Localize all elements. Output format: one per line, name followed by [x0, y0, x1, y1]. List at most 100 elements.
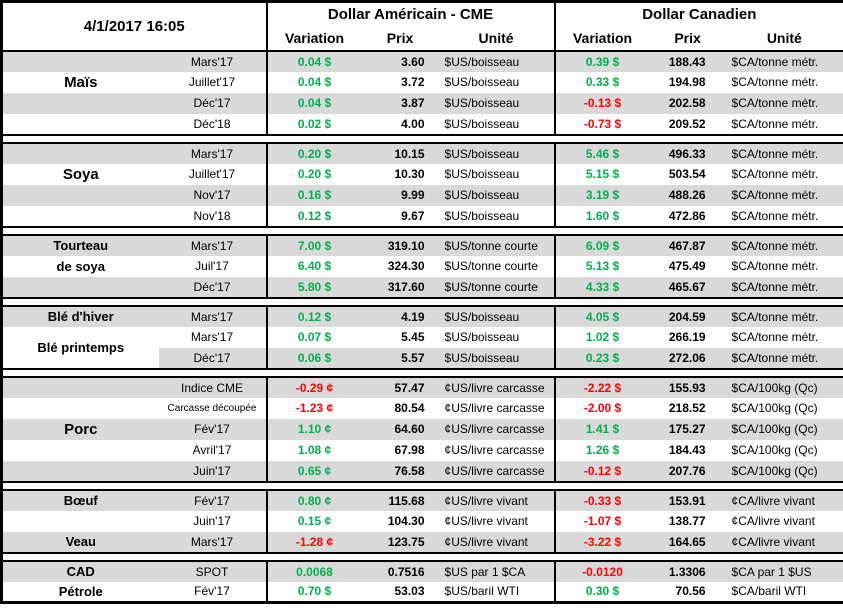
- us-variation-cell: 0.12 $: [297, 208, 332, 223]
- contract-cell: Avril'17: [158, 439, 268, 461]
- ca-price-cell: 175.27: [668, 422, 706, 436]
- us-variation-cell: 1.10 ¢: [297, 422, 332, 436]
- commodity-label: Soya: [62, 165, 99, 183]
- ca-unit-cell: $CA/tonne métr.: [731, 350, 819, 365]
- us-unit-cell: ¢US/livre vivant: [438, 510, 556, 532]
- ca-variation-cell: 6.09 $: [585, 238, 620, 253]
- ca-unit-cell: $CA/tonne métr.: [731, 279, 819, 294]
- ca-price-cell: 503.54: [668, 167, 706, 181]
- ca-unit-cell: ¢CA/livre vivant: [731, 493, 815, 508]
- ca-unit-cell: $CA/tonne métr.: [731, 96, 819, 110]
- table-row: Avril'17 1.08 ¢ 67.98 ¢US/livre carcasse 1.2…: [2, 439, 843, 461]
- ca-unit-cell: $CA/tonne métr.: [731, 238, 819, 253]
- us-variation-cell: 0.04 $: [297, 54, 332, 69]
- ca-price-cell: 488.26: [668, 188, 706, 202]
- table-row: CAD SPOT 0.0068 0.7516 $US par 1 $CA -0.0120 1…: [1, 560, 843, 582]
- us-price-cell: 123.75: [387, 534, 425, 549]
- ca-price-cell: 70.56: [675, 584, 706, 599]
- commodity-label: [2, 93, 159, 114]
- contract-cell: Mars'17: [158, 531, 268, 553]
- contract-cell: Nov'17: [158, 184, 268, 206]
- us-variation-cell: 0.15 ¢: [297, 514, 332, 528]
- us-unit-cell: $US/boisseau: [438, 305, 556, 327]
- us-unit-cell: $US/tonne courte: [438, 276, 556, 298]
- us-unit-cell: $US/boisseau: [438, 113, 556, 135]
- commodity-label: Blé d'hiver: [47, 309, 114, 324]
- table-row: Pétrole Fév'17 0.70 $ 53.03 $US/baril WTI 0.3…: [2, 581, 843, 603]
- us-price-cell: 9.67: [401, 208, 425, 223]
- ca-prix-header: Prix: [649, 26, 726, 52]
- section-separator: [1, 480, 843, 491]
- us-variation-cell: -0.29 ¢: [295, 380, 334, 395]
- ca-variation-cell: 1.60 $: [585, 208, 620, 223]
- ca-unit-cell: $CA/tonne métr.: [731, 146, 819, 161]
- ca-unit-cell: $CA/tonne métr.: [731, 167, 819, 181]
- ca-unit-cell: $CA/tonne métr.: [731, 259, 819, 273]
- ca-price-cell: 472.86: [668, 208, 706, 223]
- table-row: Maïs Juillet'17 0.04 $ 3.72 $US/boisseau 0.33…: [2, 71, 843, 93]
- ca-price-cell: 465.67: [668, 279, 706, 294]
- us-price-cell: 76.58: [394, 463, 425, 478]
- us-unit-cell: ¢US/livre vivant: [438, 531, 556, 553]
- us-price-cell: 10.30: [394, 167, 425, 181]
- ca-price-cell: 204.59: [668, 309, 706, 324]
- us-unit-cell: $US par 1 $CA: [438, 560, 556, 582]
- us-prix-header: Prix: [361, 26, 439, 52]
- ca-variation-cell: -1.07 $: [583, 514, 622, 528]
- table-row: Nov'18 0.12 $ 9.67 $US/boisseau 1.60 $ 472.86…: [2, 205, 843, 227]
- us-price-cell: 67.98: [394, 443, 425, 457]
- ca-unit-cell: $CA par 1 $US: [731, 564, 812, 579]
- commodity-label: Maïs: [64, 73, 98, 91]
- us-unit-cell: $US/boisseau: [438, 163, 556, 185]
- ca-price-cell: 1.3306: [668, 564, 706, 579]
- ca-price-cell: 155.93: [668, 380, 706, 395]
- ca-unit-cell: $CA/tonne métr.: [731, 188, 819, 202]
- us-dollar-group-header: Dollar Américain - CME: [266, 1, 556, 27]
- ca-price-cell: 153.91: [668, 493, 706, 508]
- contract-cell: Carcasse découpée: [158, 397, 268, 419]
- us-price-cell: 9.99: [401, 188, 425, 202]
- commodity-label: Bœuf: [63, 493, 98, 508]
- ca-variation-cell: 0.39 $: [585, 54, 620, 69]
- ca-unit-cell: $CA/tonne métr.: [731, 309, 819, 324]
- ca-variation-cell: -2.22 $: [583, 380, 622, 395]
- us-price-cell: 319.10: [387, 238, 425, 253]
- us-unit-cell: $US/boisseau: [438, 205, 556, 227]
- ca-price-cell: 184.43: [668, 443, 706, 457]
- us-price-cell: 5.45: [401, 330, 425, 344]
- table-row: Déc'17 0.06 $ 5.57 $US/boisseau 0.23 $ 272.06…: [1, 347, 843, 369]
- ca-unit-cell: $CA/100kg (Qc): [731, 443, 818, 457]
- commodity-label: [2, 398, 159, 419]
- us-price-cell: 3.87: [401, 96, 425, 110]
- us-variation-cell: 0.16 $: [297, 188, 332, 202]
- us-unit-cell: ¢US/livre carcasse: [438, 418, 556, 440]
- ca-unit-cell: $CA/tonne métr.: [731, 330, 819, 344]
- us-unit-cell: ¢US/livre carcasse: [438, 460, 556, 482]
- us-variation-cell: -1.28 ¢: [295, 534, 334, 549]
- ca-price-cell: 194.98: [668, 75, 706, 89]
- us-unit-cell: $US/tonne courte: [438, 255, 556, 277]
- table-row: Nov'17 0.16 $ 9.99 $US/boisseau 3.19 $ 488.26…: [1, 184, 843, 206]
- ca-price-cell: 266.19: [668, 330, 706, 344]
- contract-cell: Juillet'17: [158, 71, 268, 93]
- us-unit-cell: $US/tonne courte: [438, 234, 556, 256]
- commodity-label: [2, 461, 159, 482]
- table-row: Juin'17 0.65 ¢ 76.58 ¢US/livre carcasse -0.1…: [1, 460, 843, 482]
- contract-cell: Déc'17: [158, 276, 268, 298]
- table-header: 4/1/2017 16:05 Dollar Américain - CME Do…: [1, 1, 843, 52]
- separator-cell: [1, 225, 843, 236]
- contract-cell: Mars'17: [158, 305, 268, 327]
- ca-price-cell: 218.52: [668, 401, 706, 415]
- table-row: Blé d'hiver Mars'17 0.12 $ 4.19 $US/boisseau…: [1, 305, 843, 327]
- ca-variation-cell: -0.33 $: [583, 493, 622, 508]
- section-separator: [1, 551, 843, 562]
- table-row: Déc'17 0.04 $ 3.87 $US/boisseau -0.13 $ 202.5…: [1, 92, 843, 114]
- table-row: de soya Juil'17 6.40 $ 324.30 $US/tonne cour…: [2, 255, 843, 277]
- us-unit-cell: ¢US/livre carcasse: [438, 397, 556, 419]
- us-variation-cell: 6.40 $: [297, 259, 332, 273]
- commodity-label: [2, 206, 159, 227]
- us-price-cell: 3.60: [401, 54, 425, 69]
- contract-cell: Déc'18: [158, 113, 268, 135]
- section-separator: [1, 296, 843, 307]
- contract-cell: Indice CME: [158, 376, 268, 398]
